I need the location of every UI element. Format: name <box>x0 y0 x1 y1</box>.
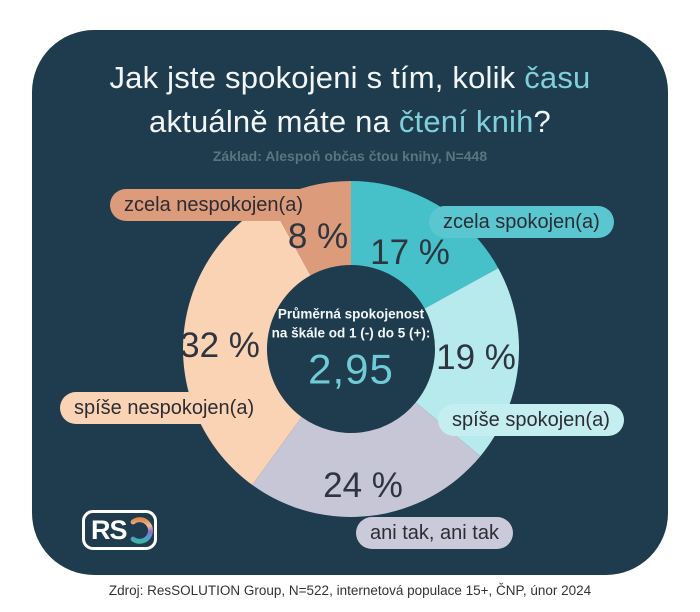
center-annotation-line-2: na škále od 1 (-) do 5 (+): <box>271 325 431 341</box>
percent-label-zcela-nespokojen: 8 % <box>287 217 349 256</box>
label-pill-spise-nespokojen: spíše nespokojen(a) <box>60 392 269 424</box>
percent-label-spise-spokojen: 19 % <box>436 338 516 377</box>
percent-label-ani-tak: 24 % <box>323 466 403 505</box>
ressolution-logo: RS <box>82 510 157 550</box>
infographic-card: Jak jste spokojeni s tím, kolik času akt… <box>32 30 668 575</box>
label-pill-zcela-spokojen: zcela spokojen(a) <box>429 206 614 238</box>
chart-base-note: Základ: Alespoň občas čtou knihy, N=448 <box>212 148 488 164</box>
center-annotation-line-1: Průměrná spokojenost <box>277 306 425 322</box>
label-pill-ani-tak: ani tak, ani tak <box>356 517 513 549</box>
donut-segment-2 <box>252 402 481 517</box>
percent-label-spise-nespokojen: 32 % <box>180 326 260 365</box>
source-note: Zdroj: ResSOLUTION Group, N=522, interne… <box>108 583 592 598</box>
title-line-2-accent: čtení knih <box>398 104 534 139</box>
title-line-2: aktuálně máte na čtení knih? <box>32 100 668 144</box>
logo-arc-icon <box>130 516 153 544</box>
chart-title: Jak jste spokojeni s tím, kolik času akt… <box>32 56 668 144</box>
donut-center-annotation: Průměrná spokojenost na škále od 1 (-) d… <box>256 305 446 394</box>
logo-text: RS <box>91 514 128 545</box>
label-pill-spise-spokojen: spíše spokojen(a) <box>438 404 624 436</box>
donut-segment-0 <box>351 181 499 309</box>
title-line-1-accent: času <box>524 60 591 95</box>
label-pill-zcela-nespokojen: zcela nespokojen(a) <box>110 189 317 221</box>
title-line-1: Jak jste spokojeni s tím, kolik času <box>32 56 668 100</box>
center-annotation-value: 2,95 <box>308 345 394 393</box>
title-line-1-text: Jak jste spokojeni s tím, kolik <box>109 60 525 95</box>
title-line-2-question-mark: ? <box>533 104 551 139</box>
percent-label-zcela-spokojen: 17 % <box>370 233 450 272</box>
title-line-2-text: aktuálně máte na <box>149 104 399 139</box>
